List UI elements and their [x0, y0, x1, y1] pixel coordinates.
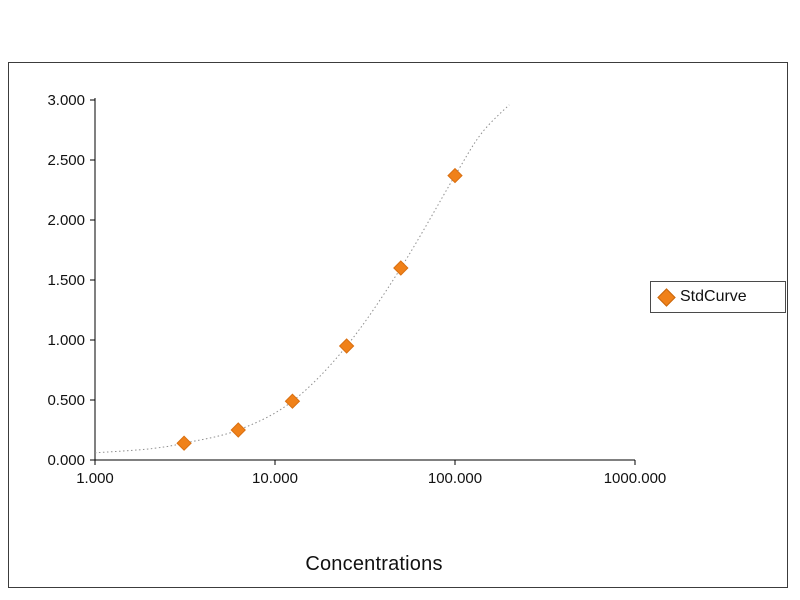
legend-box: StdCurve: [650, 281, 786, 313]
x-tick-label: 10.000: [252, 470, 298, 487]
y-tick-label: 2.000: [47, 212, 85, 229]
data-point: [176, 435, 192, 451]
chart-frame: 0.000 0.500 1.000 1.500 2.000 2.500 3.000 1.000…: [8, 62, 788, 588]
x-axis-title: Concentrations: [305, 553, 443, 575]
y-tick-label: 0.500: [47, 392, 85, 409]
legend-series-label: StdCurve: [680, 288, 747, 305]
x-tick-label: 1000.000: [604, 470, 667, 487]
x-tick-label: 1.000: [76, 470, 114, 487]
y-tick-label: 1.000: [47, 332, 85, 349]
y-tick-label: 3.000: [47, 92, 85, 109]
fit-curve: [94, 104, 510, 454]
x-tick-label: 100.000: [428, 470, 482, 487]
data-point: [393, 260, 409, 276]
data-point: [447, 167, 463, 184]
legend-diamond-icon: [657, 287, 676, 307]
y-tick-label: 1.500: [47, 272, 85, 289]
y-tick-label: 2.500: [47, 152, 85, 169]
y-tick-label: 0.000: [47, 452, 85, 469]
plot-area: 0.000 0.500 1.000 1.500 2.000 2.500 3.000 1.000…: [47, 92, 667, 487]
data-point: [284, 393, 301, 409]
data-point: [338, 338, 355, 354]
data-point: [230, 422, 246, 438]
